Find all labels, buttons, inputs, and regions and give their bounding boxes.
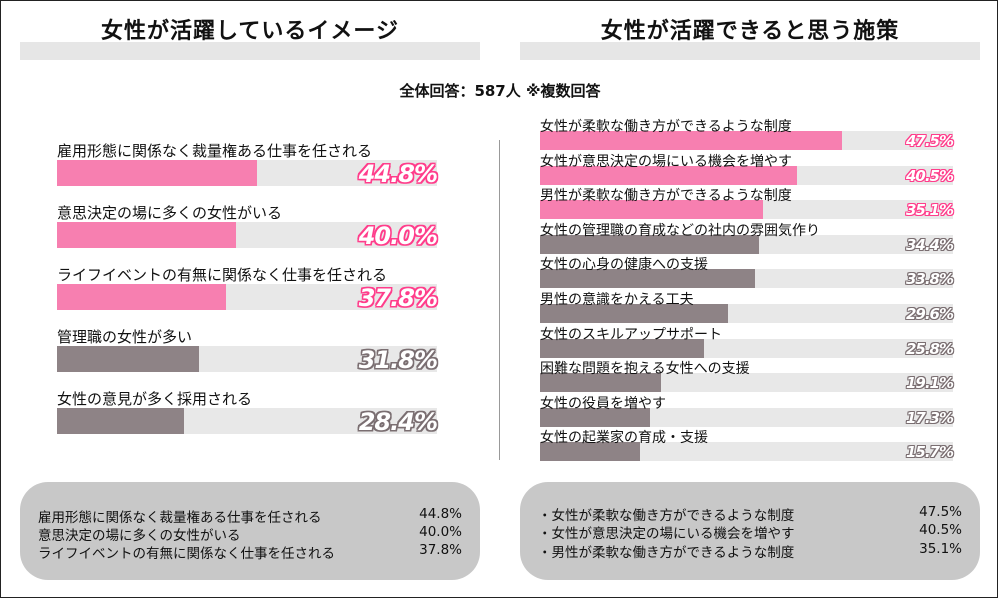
bar-value-label: 19.1%: [905, 374, 954, 393]
bar-track: [540, 131, 953, 150]
bar-row: 困難な問題を抱える女性への支援 19.1%: [540, 359, 954, 393]
bar-row: 男性が柔軟な働き方ができるような制度 35.1%: [540, 186, 954, 220]
bar-label: 男性が柔軟な働き方ができるような制度: [540, 188, 792, 205]
summary-label: 意思決定の場に多くの女性がいる: [38, 528, 241, 544]
bar-fill: [540, 165, 798, 185]
bar-row: 意思決定の場に多くの女性がいる 40.0%: [57, 202, 438, 250]
bar-label: 雇用形態に関係なく裁量権ある仕事を任される: [57, 142, 373, 160]
bar-label: 女性の役員を増やす: [540, 395, 666, 412]
bar-track: [540, 269, 953, 289]
summary-percent: 37.8%: [419, 542, 462, 558]
bar-value-label: 37.8%: [358, 284, 438, 312]
bar-fill: [57, 284, 226, 310]
bar-label: 女性の起業家の育成・支援: [540, 430, 708, 447]
bar-label: 男性の意識をかえる工夫: [540, 292, 694, 308]
bar-track: [540, 234, 953, 254]
summary-percent: 40.0%: [419, 524, 462, 540]
summary-percent: 40.5%: [919, 522, 962, 538]
summary-percent: 35.1%: [919, 541, 962, 557]
summary-label: ・女性が柔軟な働き方ができるような制度: [538, 508, 795, 524]
bar-row: 女性の起業家の育成・支援 15.7%: [540, 428, 954, 462]
bar-row: 管理職の女性が多い 31.8%: [57, 326, 438, 374]
bar-row: 女性が意思決定の場にいる機会を増やす 40.5%: [540, 152, 954, 185]
bar-label: 困難な問題を抱える女性への支援: [540, 361, 750, 378]
right-section-title: 女性が活躍できると思う施策: [520, 12, 980, 60]
bar-label: 管理職の女性が多い: [57, 328, 193, 346]
bar-label: ライフイベントの有無に関係なく仕事を任される: [57, 266, 388, 284]
bar-fill: [540, 234, 759, 254]
bar-row: 女性が柔軟な働き方ができるような制度 47.5%: [540, 117, 954, 150]
bar-fill: [57, 222, 236, 248]
center-divider: [499, 140, 500, 460]
bar-value-label: 47.5%: [905, 132, 954, 150]
bar-fill: [57, 346, 200, 372]
bar-row: 女性の管理職の育成などの社内の雰囲気作り 34.4%: [540, 221, 954, 254]
summary-label: ライフイベントの有無に関係なく仕事を任される: [38, 546, 335, 562]
bar-track: [57, 346, 437, 372]
bar-value-label: 35.1%: [905, 201, 954, 220]
summary-percent: 47.5%: [919, 504, 962, 520]
respondent-count-subtitle: 全体回答：587人 ※複数回答: [399, 82, 601, 100]
bar-fill: [540, 131, 842, 150]
bar-value-label: 40.0%: [358, 222, 438, 250]
bar-label: 女性が柔軟な働き方ができるような制度: [540, 119, 792, 135]
bar-fill: [540, 407, 650, 427]
bar-row: 雇用形態に関係なく裁量権ある仕事を任される 44.8%: [57, 140, 438, 188]
bar-track: [57, 222, 437, 248]
left-section-title: 女性が活躍しているイメージ: [20, 12, 480, 60]
bar-fill: [540, 373, 662, 393]
bar-label: 女性のスキルアップサポート: [540, 326, 722, 343]
bar-track: [540, 304, 953, 323]
bar-value-label: 34.4%: [905, 235, 954, 254]
bar-track: [57, 284, 437, 310]
right-title-text: 女性が活躍できると思う施策: [600, 19, 900, 44]
bar-value-label: 17.3%: [905, 408, 954, 427]
summary-label: ・男性が柔軟な働き方ができるような制度: [538, 545, 795, 561]
left-title-underbar: [20, 42, 480, 60]
right-title-underbar: [520, 42, 980, 60]
bar-track: [540, 200, 953, 220]
bar-label: 女性の意見が多く採用される: [57, 390, 253, 408]
bar-fill: [540, 200, 764, 220]
bar-value-label: 25.8%: [905, 339, 954, 358]
bar-value-label: 33.8%: [905, 270, 954, 289]
bar-label: 女性の管理職の育成などの社内の雰囲気作り: [540, 222, 820, 239]
bar-row: 男性の意識をかえる工夫 29.6%: [540, 290, 954, 323]
bar-value-label: 28.4%: [358, 408, 438, 436]
bar-row: 女性の意見が多く採用される 28.4%: [57, 388, 438, 436]
summary-label: ・女性が意思決定の場にいる機会を増やす: [538, 526, 795, 542]
bar-track: [540, 373, 953, 393]
bar-track: [540, 165, 953, 185]
bar-row: 女性の心身の健康への支援 33.8%: [540, 255, 954, 289]
bar-row: ライフイベントの有無に関係なく仕事を任される 37.8%: [57, 264, 438, 312]
bar-track: [540, 338, 953, 358]
bar-track: [57, 408, 437, 434]
bar-row: 女性のスキルアップサポート 25.8%: [540, 325, 954, 358]
bar-value-label: 44.8%: [358, 160, 438, 188]
bar-value-label: 15.7%: [905, 443, 954, 462]
bar-row: 女性の役員を増やす 17.3%: [540, 394, 954, 427]
bar-value-label: 31.8%: [358, 346, 438, 374]
bar-fill: [57, 160, 258, 186]
bar-label: 意思決定の場に多くの女性がいる: [57, 204, 283, 222]
bar-value-label: 40.5%: [905, 166, 954, 185]
bar-fill: [57, 408, 184, 434]
bar-value-label: 29.6%: [905, 305, 954, 323]
left-summary-box: 雇用形態に関係なく裁量権ある仕事を任される 44.8% 意思決定の場に多くの女性がい…: [20, 482, 480, 580]
summary-percent: 44.8%: [419, 506, 462, 522]
bar-track: [57, 160, 437, 186]
bar-fill: [540, 269, 755, 289]
bar-track: [540, 407, 953, 427]
bar-fill: [540, 304, 729, 323]
bar-label: 女性が意思決定の場にいる機会を増やす: [540, 153, 792, 170]
right-summary-box: ・女性が柔軟な働き方ができるような制度 47.5% ・女性が意思決定の場にいる機会を…: [520, 482, 980, 580]
left-title-text: 女性が活躍しているイメージ: [101, 19, 399, 44]
bar-fill: [540, 338, 704, 358]
bar-track: [540, 442, 953, 462]
summary-label: 雇用形態に関係なく裁量権ある仕事を任される: [38, 510, 322, 526]
bar-label: 女性の心身の健康への支援: [540, 257, 708, 274]
bar-fill: [540, 442, 640, 462]
